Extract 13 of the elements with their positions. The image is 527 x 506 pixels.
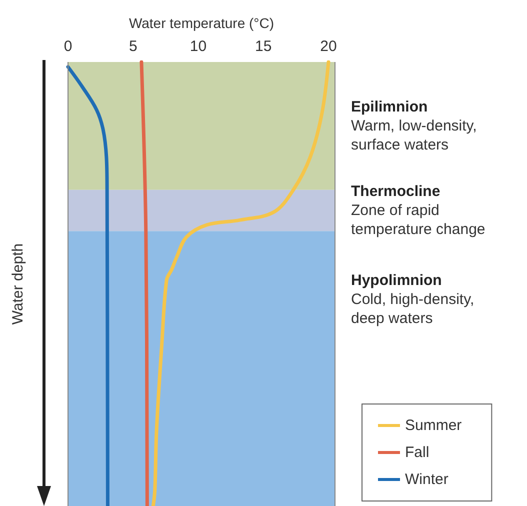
legend-label: Summer [405,417,462,434]
x-axis-title: Water temperature (°C) [128,15,274,31]
x-tick-label: 15 [255,38,272,55]
x-tick-label: 20 [320,38,337,55]
y-axis-title: Water depth [10,243,26,325]
band-label: Thermocline Zone of rapid temperature change [351,183,486,238]
x-tick-label: 0 [64,38,72,55]
x-tick-label: 5 [128,38,138,55]
x-tick-label: 10 [190,38,207,55]
legend-label: Winter [405,471,448,488]
band-label: Hypolimnion Cold, high-density, deep waters [351,272,474,328]
band-label: Epilimnion Warm, low-density, surface waters [351,98,477,154]
legend-label: Fall [405,444,430,461]
